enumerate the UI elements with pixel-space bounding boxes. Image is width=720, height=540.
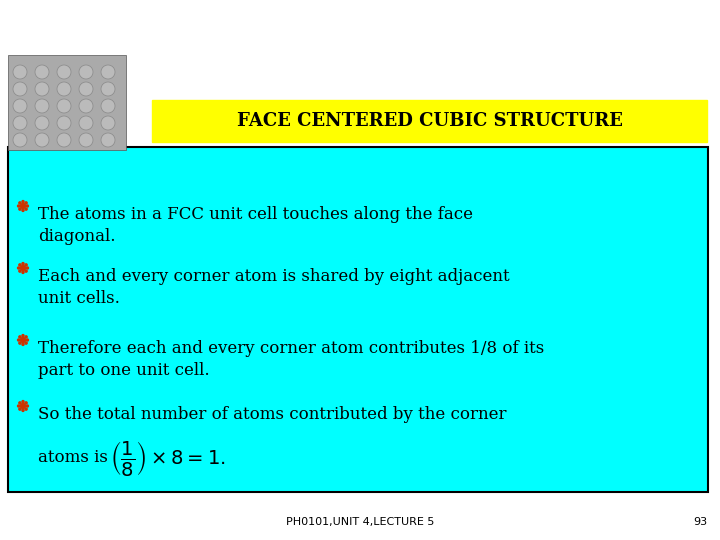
Circle shape: [79, 99, 93, 113]
Circle shape: [57, 65, 71, 79]
Circle shape: [22, 262, 24, 265]
Circle shape: [25, 342, 27, 344]
Circle shape: [22, 409, 24, 411]
Circle shape: [25, 208, 27, 210]
Circle shape: [17, 267, 19, 269]
Circle shape: [25, 264, 27, 266]
Circle shape: [57, 116, 71, 130]
Circle shape: [17, 405, 19, 407]
Circle shape: [22, 272, 24, 273]
Circle shape: [21, 404, 25, 408]
Circle shape: [21, 338, 25, 342]
Circle shape: [35, 65, 49, 79]
Circle shape: [25, 202, 27, 204]
Circle shape: [22, 401, 24, 403]
Circle shape: [101, 116, 115, 130]
Circle shape: [13, 65, 27, 79]
Circle shape: [79, 82, 93, 96]
FancyBboxPatch shape: [8, 147, 708, 492]
Text: Therefore each and every corner atom contributes 1/8 of its
part to one unit cel: Therefore each and every corner atom con…: [38, 340, 544, 379]
Circle shape: [22, 210, 24, 212]
Circle shape: [79, 65, 93, 79]
Circle shape: [79, 116, 93, 130]
Circle shape: [13, 133, 27, 147]
Circle shape: [19, 270, 21, 272]
FancyBboxPatch shape: [8, 55, 126, 150]
Circle shape: [79, 133, 93, 147]
Text: atoms is: atoms is: [38, 449, 108, 467]
Circle shape: [17, 339, 19, 341]
Circle shape: [25, 402, 27, 404]
Circle shape: [101, 133, 115, 147]
Circle shape: [101, 65, 115, 79]
Circle shape: [13, 99, 27, 113]
Circle shape: [19, 264, 21, 266]
Text: The atoms in a FCC unit cell touches along the face
diagonal.: The atoms in a FCC unit cell touches alo…: [38, 206, 473, 245]
Circle shape: [35, 116, 49, 130]
Circle shape: [22, 335, 24, 336]
Circle shape: [19, 402, 21, 404]
Circle shape: [22, 343, 24, 346]
Text: Each and every corner atom is shared by eight adjacent
unit cells.: Each and every corner atom is shared by …: [38, 268, 510, 307]
Circle shape: [19, 202, 21, 204]
Circle shape: [25, 270, 27, 272]
Circle shape: [27, 339, 29, 341]
Circle shape: [27, 405, 29, 407]
Circle shape: [101, 99, 115, 113]
Circle shape: [13, 82, 27, 96]
Circle shape: [57, 99, 71, 113]
Text: PH0101,UNIT 4,LECTURE 5: PH0101,UNIT 4,LECTURE 5: [286, 517, 434, 527]
Circle shape: [35, 133, 49, 147]
Circle shape: [101, 82, 115, 96]
Circle shape: [25, 336, 27, 338]
Circle shape: [35, 99, 49, 113]
Circle shape: [19, 336, 21, 338]
Text: $\left(\dfrac{1}{8}\right) \times 8 = 1.$: $\left(\dfrac{1}{8}\right) \times 8 = 1.…: [110, 438, 225, 477]
Circle shape: [35, 82, 49, 96]
Text: 93: 93: [693, 517, 707, 527]
Circle shape: [25, 408, 27, 410]
Circle shape: [19, 408, 21, 410]
Circle shape: [13, 116, 27, 130]
Circle shape: [57, 82, 71, 96]
Circle shape: [17, 205, 19, 207]
Circle shape: [22, 200, 24, 202]
Circle shape: [19, 208, 21, 210]
FancyBboxPatch shape: [152, 100, 707, 142]
Circle shape: [27, 267, 29, 269]
Circle shape: [27, 205, 29, 207]
Text: FACE CENTERED CUBIC STRUCTURE: FACE CENTERED CUBIC STRUCTURE: [237, 112, 622, 130]
Circle shape: [57, 133, 71, 147]
Circle shape: [19, 342, 21, 344]
Circle shape: [21, 204, 25, 208]
Circle shape: [21, 266, 25, 270]
Text: So the total number of atoms contributed by the corner: So the total number of atoms contributed…: [38, 406, 506, 423]
